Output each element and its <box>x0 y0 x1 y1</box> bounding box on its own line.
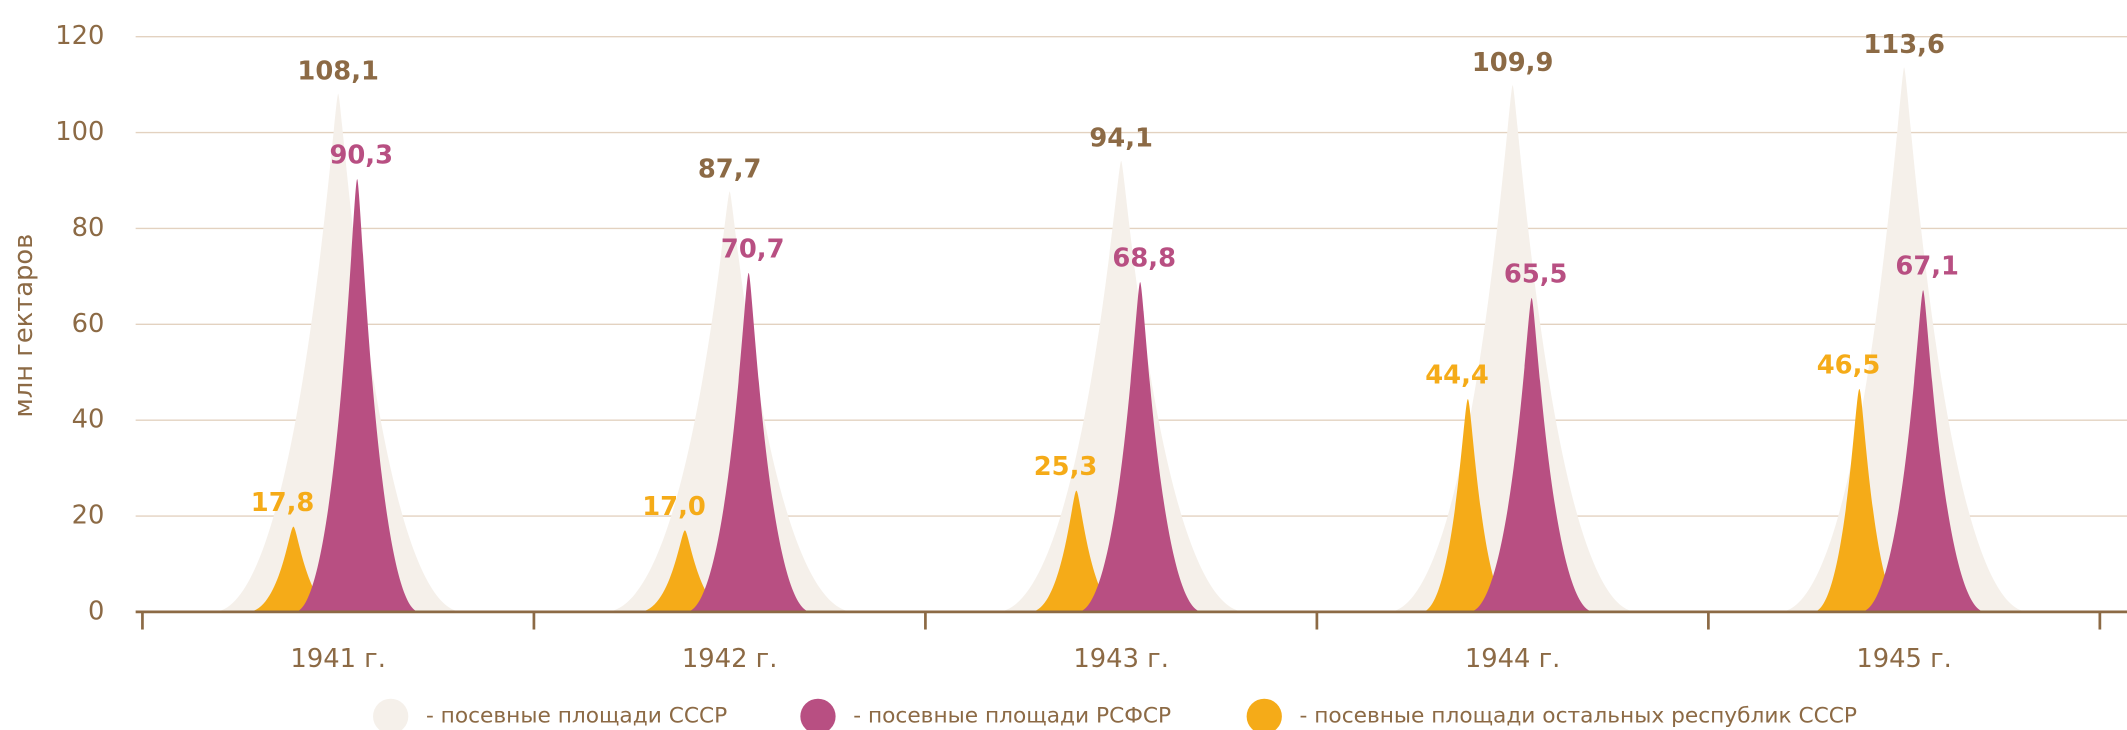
y-tick-label: 20 <box>72 501 105 531</box>
peak <box>1421 399 1514 612</box>
value-label: 87,7 <box>698 154 762 184</box>
value-label: 70,7 <box>721 234 785 264</box>
peak <box>294 179 420 612</box>
y-tick-label: 100 <box>55 117 104 147</box>
peak <box>638 530 732 612</box>
value-label: 25,3 <box>1034 452 1098 482</box>
peak <box>686 273 812 612</box>
y-axis-label: млн гектаров <box>9 234 39 418</box>
peak <box>1030 490 1123 612</box>
value-label: 67,1 <box>1895 252 1959 282</box>
value-label: 17,8 <box>251 488 315 518</box>
peak <box>247 526 340 612</box>
legend-label: - посевные площади СССР <box>426 703 727 728</box>
x-tick-label: 1945 г. <box>1856 644 1952 674</box>
y-tick-label: 0 <box>88 596 104 626</box>
value-label: 108,1 <box>297 57 378 87</box>
peak <box>1813 389 1906 612</box>
peak <box>1469 297 1595 612</box>
x-tick-label: 1944 г. <box>1465 644 1561 674</box>
peak <box>1860 290 1986 612</box>
value-label: 113,6 <box>1863 30 1944 60</box>
value-label: 17,0 <box>642 492 706 522</box>
value-label: 46,5 <box>1817 350 1881 380</box>
y-tick-label: 80 <box>72 213 105 243</box>
value-label: 68,8 <box>1112 244 1176 274</box>
legend-swatch <box>1246 698 1282 730</box>
value-label: 44,4 <box>1425 361 1489 391</box>
legend-label: - посевные площади остальных республик С… <box>1300 703 1857 728</box>
value-label: 90,3 <box>329 141 393 171</box>
y-tick-label: 60 <box>72 309 105 339</box>
peak <box>213 93 463 612</box>
peak <box>996 160 1246 612</box>
x-tick-label: 1942 г. <box>682 644 778 674</box>
legend-label: - посевные площади РСФСР <box>853 703 1171 728</box>
y-tick-label: 120 <box>55 21 104 51</box>
y-tick-label: 40 <box>72 405 105 435</box>
peak <box>1387 85 1638 612</box>
x-tick-label: 1943 г. <box>1073 644 1169 674</box>
peak <box>1077 282 1203 612</box>
value-label: 65,5 <box>1504 259 1568 289</box>
x-tick-label: 1941 г. <box>290 644 385 674</box>
peak <box>1779 67 2029 612</box>
value-label: 94,1 <box>1089 124 1153 154</box>
legend-swatch <box>800 698 836 730</box>
value-label: 109,9 <box>1472 48 1554 78</box>
peak <box>604 191 855 612</box>
legend-swatch <box>373 698 409 730</box>
